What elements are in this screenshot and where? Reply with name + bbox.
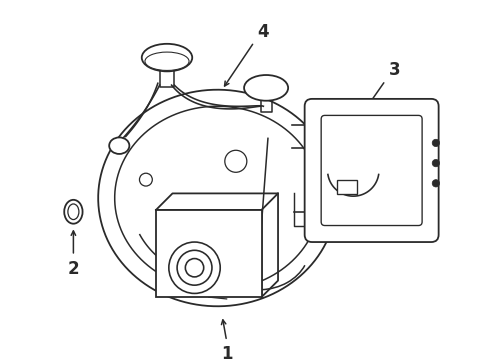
Circle shape bbox=[432, 159, 440, 167]
Text: 4: 4 bbox=[258, 23, 269, 41]
Bar bbox=[156, 210, 262, 297]
Ellipse shape bbox=[145, 52, 189, 71]
Text: 3: 3 bbox=[389, 60, 400, 78]
Circle shape bbox=[432, 180, 440, 187]
Circle shape bbox=[225, 150, 247, 172]
Circle shape bbox=[169, 242, 220, 293]
Circle shape bbox=[140, 173, 152, 186]
FancyBboxPatch shape bbox=[305, 99, 439, 242]
Circle shape bbox=[177, 250, 212, 285]
FancyBboxPatch shape bbox=[321, 116, 422, 225]
Circle shape bbox=[185, 258, 204, 277]
Ellipse shape bbox=[142, 44, 192, 71]
Bar bbox=[337, 180, 357, 194]
Ellipse shape bbox=[68, 204, 79, 220]
Ellipse shape bbox=[109, 138, 129, 154]
Text: 2: 2 bbox=[68, 260, 79, 278]
Text: 1: 1 bbox=[221, 345, 232, 360]
Ellipse shape bbox=[64, 200, 83, 224]
Circle shape bbox=[432, 139, 440, 147]
Ellipse shape bbox=[244, 75, 288, 101]
